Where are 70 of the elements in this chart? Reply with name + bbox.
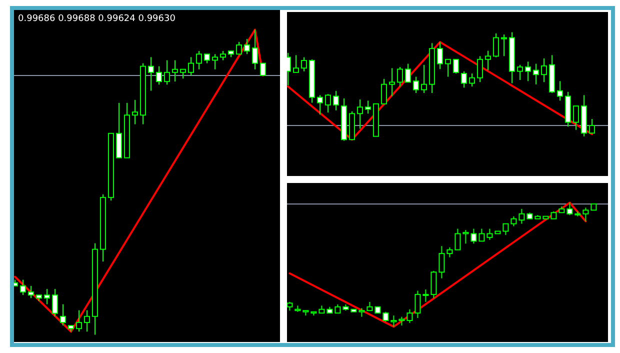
candlestick — [470, 228, 477, 244]
candlestick — [518, 208, 525, 224]
candlestick — [485, 50, 491, 71]
candlestick — [422, 289, 429, 302]
candlestick — [357, 99, 363, 130]
candlestick — [517, 64, 523, 80]
candlestick — [188, 56, 194, 76]
candlestick — [421, 64, 427, 94]
candlestick — [204, 54, 210, 64]
candlestick — [430, 270, 437, 299]
candlestick — [453, 58, 459, 74]
candlestick — [566, 202, 573, 216]
candlestick — [397, 66, 403, 87]
candlestick — [301, 56, 307, 72]
chart-title: 0.99686 0.99688 0.99624 0.99630 — [18, 14, 176, 24]
candlestick — [236, 41, 242, 55]
candlestick — [252, 29, 258, 70]
candlestick — [132, 99, 138, 125]
candlestick — [501, 34, 507, 57]
candlestick — [589, 118, 595, 134]
candlestick — [461, 70, 467, 88]
candlestick — [469, 72, 475, 87]
candlestick — [28, 285, 34, 299]
candlestick — [389, 68, 395, 97]
candlestick — [414, 290, 421, 319]
candlestick — [557, 80, 563, 102]
candlestick — [44, 288, 50, 305]
candlestick — [325, 94, 331, 114]
candlestick — [437, 42, 443, 70]
candlestick — [52, 288, 58, 317]
candlestick — [365, 100, 371, 114]
candlestick — [76, 310, 82, 332]
candlestick — [381, 78, 387, 104]
candlestick — [541, 58, 547, 83]
candlestick — [293, 54, 299, 73]
candlestick — [446, 246, 453, 258]
candlestick — [533, 63, 539, 85]
candlestick — [84, 310, 90, 332]
candlestick — [477, 56, 483, 83]
candlestick — [333, 90, 339, 111]
candlestick — [220, 50, 226, 61]
candlestick — [172, 60, 178, 82]
candlestick — [260, 62, 266, 76]
candlestick — [438, 246, 445, 279]
candlestick — [582, 207, 589, 222]
candlestick — [478, 228, 485, 242]
candlestick — [382, 311, 389, 322]
candlestick — [462, 229, 469, 244]
candlestick — [390, 315, 397, 328]
candlestick — [445, 58, 451, 78]
candlestick — [406, 308, 413, 324]
candlestick — [60, 304, 66, 326]
candlestick — [510, 216, 517, 227]
candlestick — [164, 60, 170, 86]
candlestick — [180, 68, 186, 79]
candlestick — [148, 56, 154, 92]
candlestick — [244, 38, 250, 55]
candlestick — [317, 94, 323, 116]
candlestick — [196, 50, 202, 70]
candlestick — [454, 228, 461, 250]
candlestick — [486, 228, 493, 240]
candlestick — [573, 106, 579, 130]
candlestick — [493, 32, 499, 58]
candlestick — [20, 279, 26, 296]
candlestick — [405, 63, 411, 83]
candlestick — [502, 223, 509, 236]
candlestick — [212, 54, 218, 70]
candlestick — [413, 76, 419, 94]
candlestick — [525, 61, 531, 82]
candlestick — [156, 66, 162, 86]
